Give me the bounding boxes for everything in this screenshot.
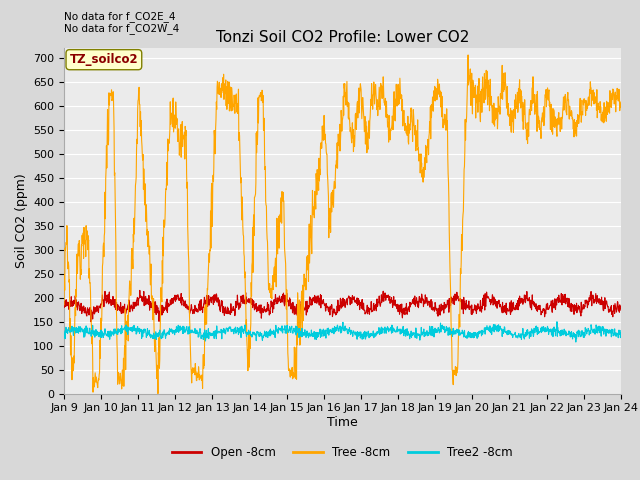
Title: Tonzi Soil CO2 Profile: Lower CO2: Tonzi Soil CO2 Profile: Lower CO2	[216, 30, 469, 46]
Legend: Open -8cm, Tree -8cm, Tree2 -8cm: Open -8cm, Tree -8cm, Tree2 -8cm	[167, 441, 518, 464]
X-axis label: Time: Time	[327, 416, 358, 429]
Text: TZ_soilco2: TZ_soilco2	[70, 53, 138, 66]
Y-axis label: Soil CO2 (ppm): Soil CO2 (ppm)	[15, 173, 28, 268]
Text: No data for f_CO2E_4
No data for f_CO2W_4: No data for f_CO2E_4 No data for f_CO2W_…	[64, 11, 179, 34]
